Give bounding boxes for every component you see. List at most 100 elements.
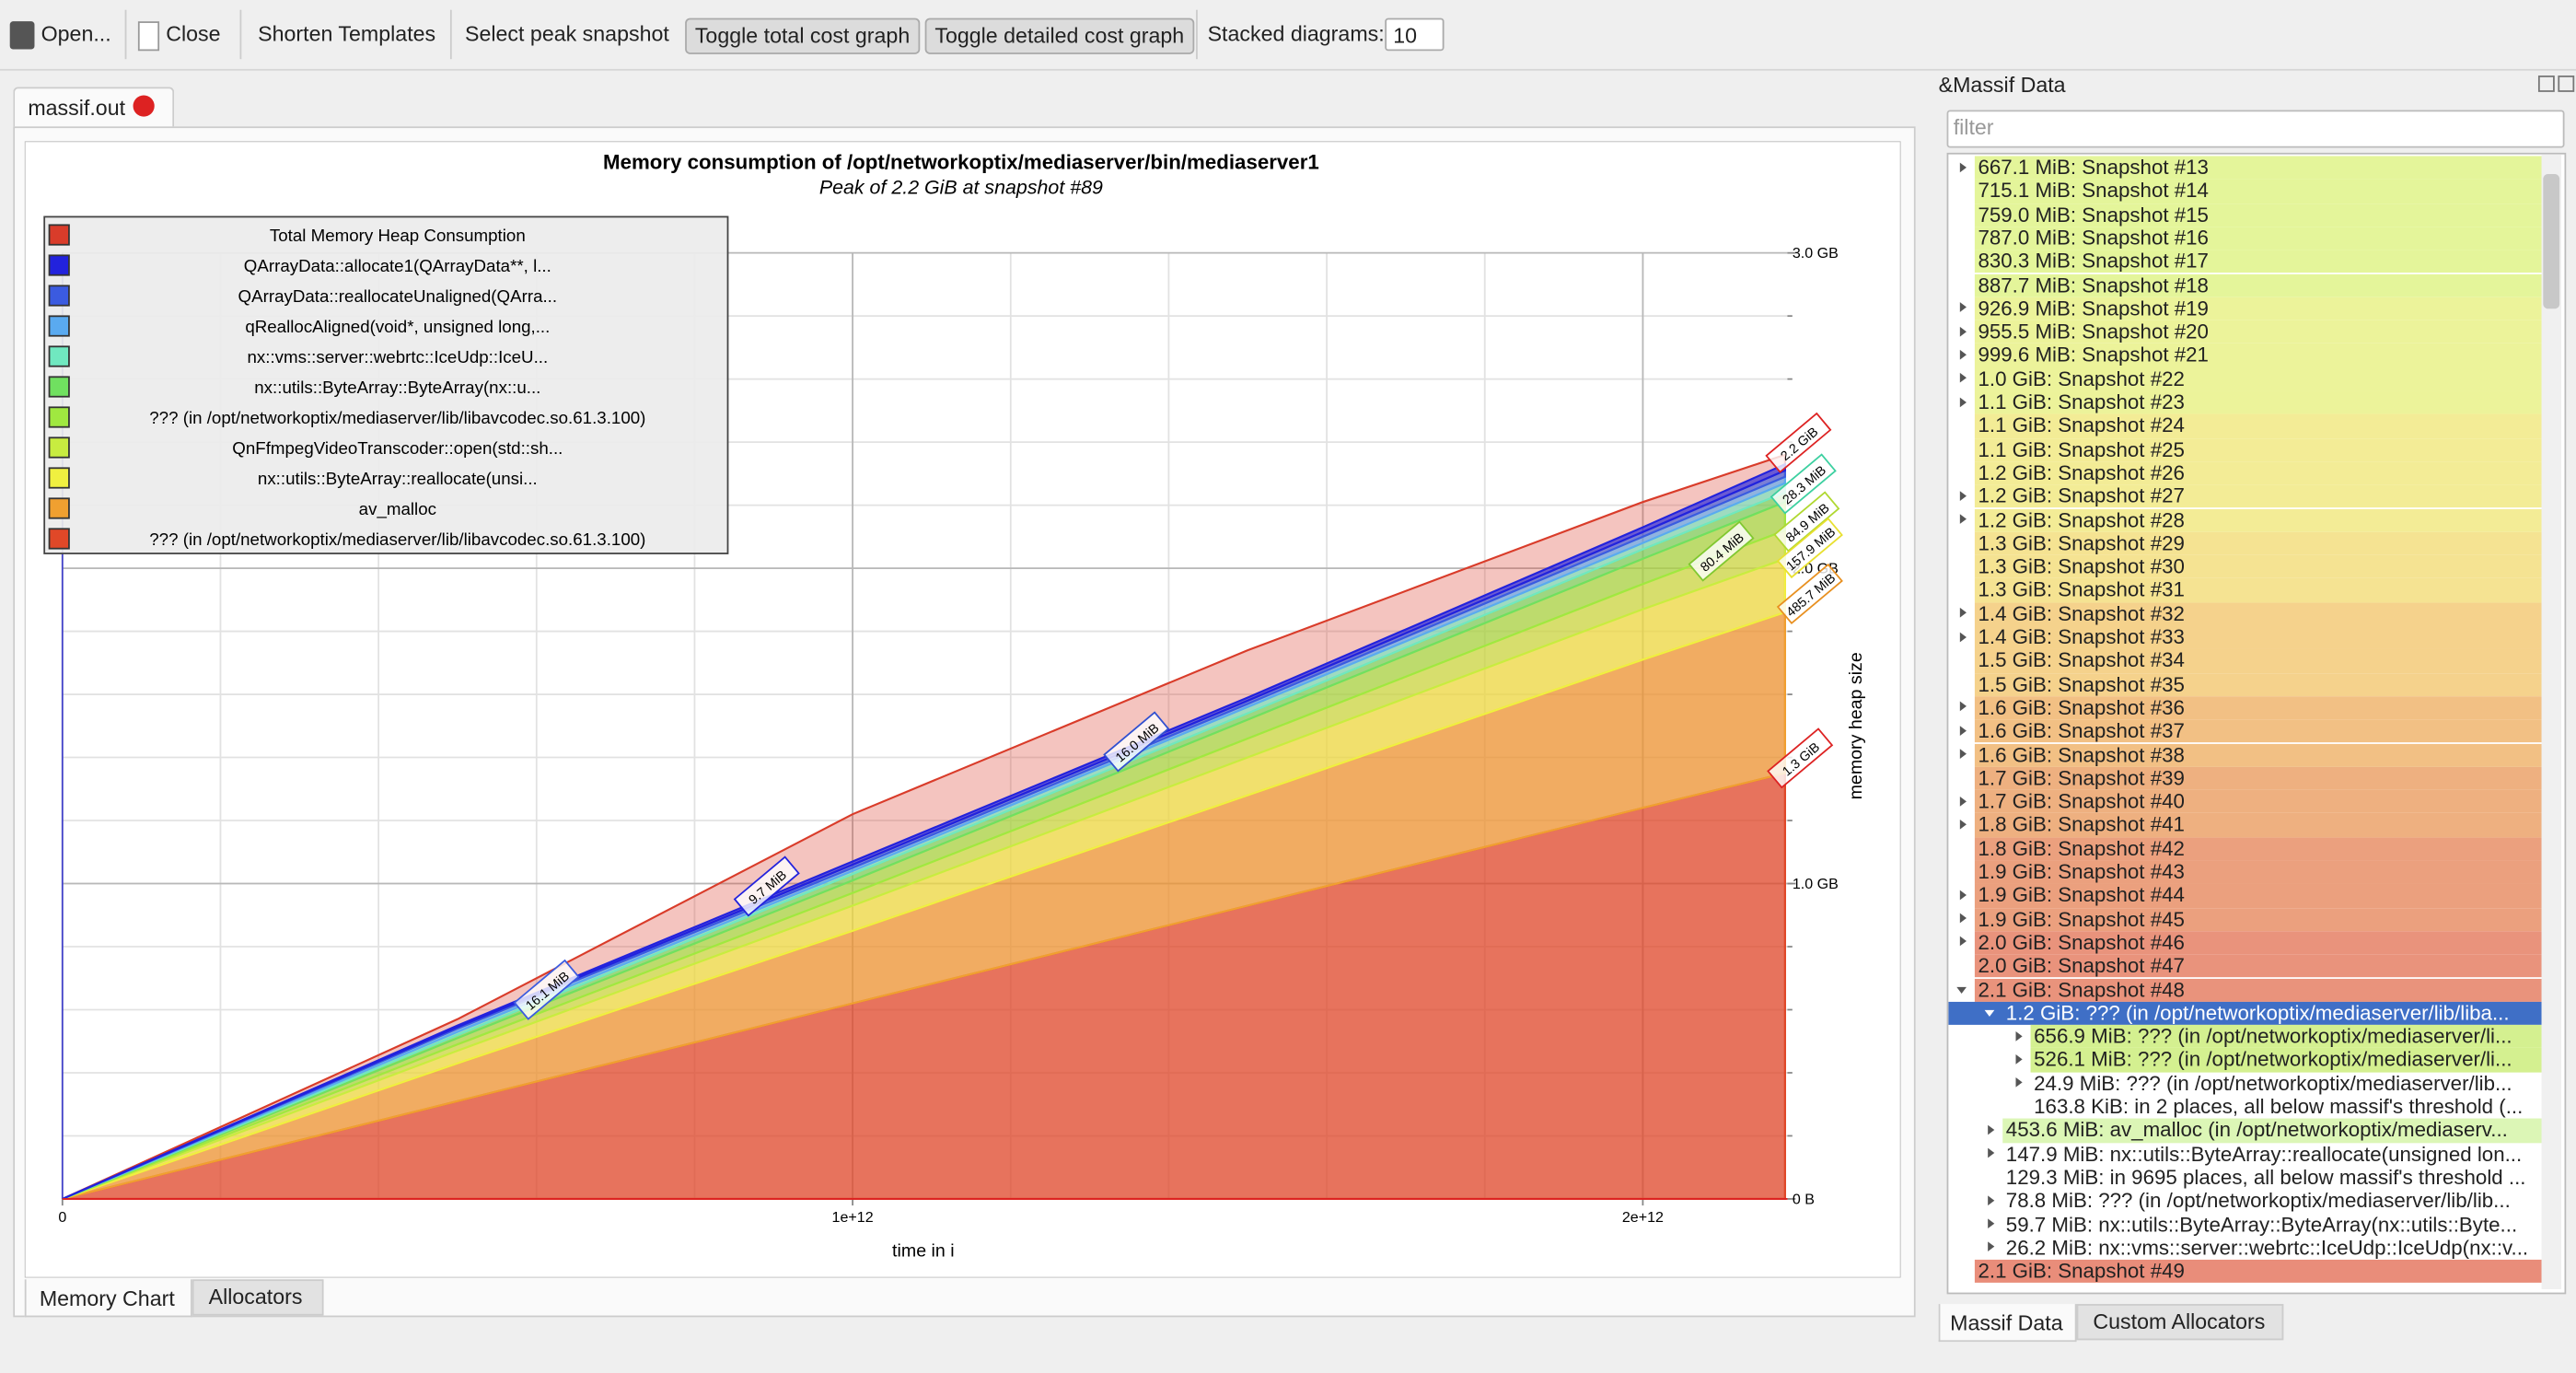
dock-float-button[interactable] — [2537, 76, 2555, 92]
tree-row[interactable] — [1974, 226, 2544, 250]
tree-expander[interactable] — [1959, 302, 1967, 313]
tree-expander[interactable] — [1988, 1218, 1995, 1229]
tree-row[interactable] — [1974, 367, 2544, 391]
tree-row[interactable] — [1974, 625, 2544, 650]
tree-row[interactable] — [1974, 413, 2544, 438]
tree-expander[interactable] — [1959, 749, 1967, 759]
tree-row[interactable] — [1974, 907, 2544, 932]
allocators-tab[interactable] — [191, 1279, 324, 1316]
file-tab[interactable] — [13, 87, 175, 129]
tree-row-label: 1.7 GiB: Snapshot #39 — [1978, 766, 2185, 790]
tree-row-label: 1.9 GiB: Snapshot #45 — [1978, 907, 2185, 931]
tree-expander[interactable] — [1959, 725, 1967, 736]
close-button[interactable]: Close — [166, 21, 221, 46]
tree-row[interactable] — [1974, 978, 2544, 1002]
tree-expander[interactable] — [1959, 796, 1967, 806]
tree-row[interactable] — [1974, 649, 2544, 673]
scrollbar-handle[interactable] — [2543, 174, 2560, 309]
tree-expander[interactable] — [1959, 937, 1967, 947]
tree-row[interactable] — [1974, 601, 2544, 626]
tree-expander[interactable] — [1959, 913, 1967, 924]
tree-row[interactable] — [2030, 1048, 2544, 1073]
tree-row[interactable] — [1974, 297, 2544, 320]
tree-row[interactable] — [1974, 1260, 2544, 1284]
tree-row[interactable] — [1974, 578, 2544, 602]
stacked-spinbox[interactable]: 10 — [1385, 17, 1445, 52]
tree-row-label: 1.1 GiB: Snapshot #25 — [1978, 437, 2185, 461]
tree-row[interactable] — [1974, 696, 2544, 720]
tree-expander[interactable] — [1959, 373, 1967, 383]
tree-row[interactable] — [1974, 507, 2544, 532]
memory-chart-tab[interactable] — [24, 1279, 192, 1318]
tree-row[interactable] — [1974, 860, 2544, 885]
tree-row[interactable] — [2030, 1025, 2544, 1049]
tree-row[interactable] — [1974, 554, 2544, 579]
tree-expander[interactable] — [1959, 161, 1967, 172]
tree-expander[interactable] — [2015, 1053, 2023, 1065]
tree-row[interactable] — [1974, 179, 2544, 204]
tree-row-label: 1.4 GiB: Snapshot #32 — [1978, 601, 2185, 625]
tab-close-icon[interactable] — [133, 95, 155, 117]
legend-swatch — [48, 436, 70, 459]
custom-allocators-tab-label: Custom Allocators — [2093, 1309, 2266, 1334]
tree-row[interactable] — [1974, 460, 2544, 485]
tree-expander[interactable] — [2015, 1030, 2023, 1041]
tree-expander[interactable] — [1959, 326, 1967, 336]
tree-row[interactable] — [1974, 390, 2544, 414]
tree-row[interactable] — [1974, 250, 2544, 273]
tree-expander[interactable] — [1959, 890, 1967, 900]
tree-row[interactable] — [1974, 484, 2544, 508]
tree-row-label: 1.1 GiB: Snapshot #23 — [1978, 390, 2185, 414]
tree-expander[interactable] — [1959, 514, 1967, 524]
tree-row[interactable] — [1974, 672, 2544, 697]
legend-label: av_malloc — [359, 499, 436, 519]
tree-row[interactable] — [1974, 743, 2544, 767]
tree-row[interactable] — [1974, 156, 2544, 180]
tree-expander[interactable] — [1959, 608, 1967, 618]
tree-expander[interactable] — [1988, 1241, 1995, 1252]
tree-expander[interactable] — [1959, 490, 1967, 501]
tree-expander[interactable] — [1959, 631, 1967, 642]
tree-row[interactable] — [1974, 203, 2544, 227]
legend-label: QArrayData::reallocateUnaligned(QArra... — [238, 286, 558, 306]
tree-row[interactable] — [1974, 931, 2544, 955]
tree-expander[interactable] — [1984, 1009, 1995, 1017]
tree-row[interactable] — [2002, 1119, 2544, 1143]
dock-close-button[interactable] — [2558, 76, 2575, 92]
tree-row[interactable] — [1974, 320, 2544, 344]
tree-expander[interactable] — [1959, 396, 1967, 407]
tree-expander[interactable] — [1988, 1194, 1995, 1205]
toggle-detailed-button[interactable]: Toggle detailed cost graph — [924, 17, 1194, 54]
tree-row[interactable] — [1974, 766, 2544, 791]
tree-row[interactable] — [1974, 437, 2544, 461]
tree-expander[interactable] — [1988, 1124, 1995, 1135]
tree-row[interactable] — [1974, 531, 2544, 555]
tree-row[interactable] — [1974, 837, 2544, 861]
tree-row[interactable] — [1974, 719, 2544, 744]
tree-row-label: 667.1 MiB: Snapshot #13 — [1978, 156, 2209, 180]
massif-data-tab[interactable] — [1938, 1304, 2077, 1343]
tree-row-label: 2.0 GiB: Snapshot #46 — [1978, 931, 2185, 955]
filter-input[interactable] — [1946, 110, 2565, 148]
tree-row[interactable] — [1974, 884, 2544, 908]
tree-row[interactable] — [1948, 1001, 2544, 1026]
tree-expander[interactable] — [1959, 819, 1967, 830]
select-peak-button[interactable]: Select peak snapshot — [464, 21, 669, 46]
shorten-templates-button[interactable]: Shorten Templates — [258, 21, 436, 46]
toggle-total-button[interactable]: Toggle total cost graph — [685, 17, 920, 54]
tree-expander[interactable] — [1959, 702, 1967, 712]
tree-row-label: 59.7 MiB: nx::utils::ByteArray::ByteArra… — [2005, 1213, 2518, 1237]
tree-expander[interactable] — [1988, 1147, 1995, 1158]
tree-row[interactable] — [1974, 954, 2544, 979]
tree-row[interactable] — [1974, 273, 2544, 297]
tree-expander[interactable] — [1956, 985, 1967, 994]
open-button[interactable]: Open... — [41, 21, 111, 46]
tree-row[interactable] — [1974, 813, 2544, 838]
tree-expander[interactable] — [2015, 1077, 2023, 1088]
tree-row[interactable] — [1974, 790, 2544, 814]
stacked-label: Stacked diagrams: — [1207, 21, 1385, 46]
custom-allocators-tab[interactable] — [2076, 1304, 2284, 1341]
tree-expander[interactable] — [1959, 349, 1967, 360]
tree-row[interactable] — [1974, 343, 2544, 367]
